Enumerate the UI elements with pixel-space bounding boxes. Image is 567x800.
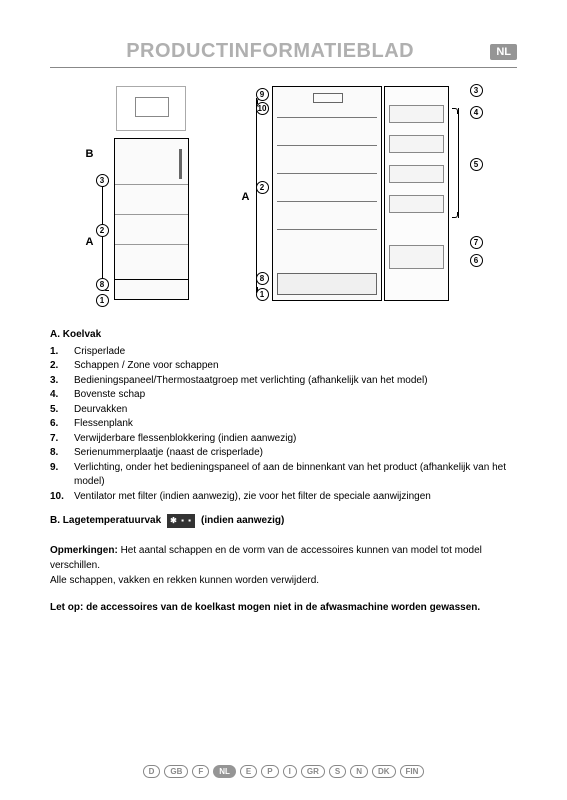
callout-4: 4: [470, 106, 483, 119]
notes-head: Opmerkingen:: [50, 545, 118, 556]
legend-item: 4. Bovenste schap: [50, 388, 517, 403]
callout-2: 2: [96, 224, 109, 237]
callout-letter-A: A: [86, 236, 94, 248]
legend-item-text: Ventilator met filter (indien aanwezig),…: [74, 490, 517, 505]
legend-item-number: 1.: [50, 345, 66, 360]
footer-languages: DGB F NL EPI GR SN DK FIN: [0, 765, 567, 778]
legend-item: 2. Schappen / Zone voor schappen: [50, 359, 517, 374]
footer-lang-gb: GB: [164, 765, 188, 778]
footer-lang-i: I: [283, 765, 297, 778]
notes-line2: Alle schappen, vakken en rekken kunnen w…: [50, 573, 517, 588]
legend-section-b: B. Lagetemperatuurvak ✱ ▪ ▪ (indien aanw…: [50, 514, 517, 529]
legend-item-number: 7.: [50, 432, 66, 447]
callout-7: 7: [470, 236, 483, 249]
legend-item: 8. Serienummerplaatje (naast de crisperla…: [50, 446, 517, 461]
footer-lang-dk: DK: [372, 765, 396, 778]
legend-item: 10. Ventilator met filter (indien aanwezi…: [50, 490, 517, 505]
notes: Opmerkingen: Het aantal schappen en de v…: [50, 543, 517, 588]
footer-lang-fin: FIN: [400, 765, 425, 778]
legend-item-text: Bovenste schap: [74, 388, 517, 403]
legend-item-text: Flessenplank: [74, 417, 517, 432]
callout-1: 1: [96, 294, 109, 307]
legend-item-text: Serienummerplaatje (naast de crisperlade…: [74, 446, 517, 461]
diagram-left: B A 3 2 8 1: [76, 86, 226, 306]
legend-item-number: 9.: [50, 461, 66, 490]
footer-lang-nl: NL: [213, 765, 236, 778]
footer-lang-d: D: [143, 765, 161, 778]
legend-item-number: 3.: [50, 374, 66, 389]
legend-item-text: Bedieningspaneel/Thermostaatgroep met ve…: [74, 374, 517, 389]
callout-3b: 3: [470, 84, 483, 97]
footer-lang-s: S: [329, 765, 346, 778]
footer-lang-f: F: [192, 765, 209, 778]
callout-6: 6: [470, 254, 483, 267]
legend-item-text: Verlichting, onder het bedieningspaneel …: [74, 461, 517, 490]
callout-9: 9: [256, 88, 269, 101]
legend-b-post: (indien aanwezig): [201, 514, 284, 529]
low-temp-icon: ✱ ▪ ▪: [167, 514, 195, 528]
diagram-area: B A 3 2 8 1 A 9 10 2 8 1 3: [50, 86, 517, 306]
fridge-door-sketch: [384, 86, 449, 301]
footer-lang-gr: GR: [301, 765, 325, 778]
legend-b-pre: B. Lagetemperatuurvak: [50, 514, 161, 529]
legend-item: 7. Verwijderbare flessenblokkering (indie…: [50, 432, 517, 447]
legend-item-number: 2.: [50, 359, 66, 374]
callout-8b: 8: [256, 272, 269, 285]
callout-8: 8: [96, 278, 109, 291]
callout-letter-B: B: [86, 148, 94, 160]
diagram-right: A 9 10 2 8 1 3 4 5 7 6: [242, 86, 492, 306]
legend-section-a: A. Koelvak: [50, 328, 517, 343]
fridge-open-sketch: [272, 86, 382, 301]
callout-2b: 2: [256, 181, 269, 194]
page-header: PRODUCTINFORMATIEBLAD NL: [50, 40, 517, 68]
legend: A. Koelvak 1. Crisperlade 2. Schappen / Zon…: [50, 328, 517, 529]
footer-lang-e: E: [240, 765, 257, 778]
footer-lang-p: P: [261, 765, 278, 778]
page-title: PRODUCTINFORMATIEBLAD: [50, 40, 490, 63]
callout-letter-A2: A: [242, 191, 250, 203]
legend-item-text: Deurvakken: [74, 403, 517, 418]
warning-text: Let op: de accessoires van de koelkast m…: [50, 600, 517, 615]
language-badge: NL: [490, 44, 517, 60]
control-panel-sketch: [116, 86, 186, 131]
callout-5: 5: [470, 158, 483, 171]
callout-10: 10: [256, 102, 269, 115]
legend-item-number: 8.: [50, 446, 66, 461]
callout-1b: 1: [256, 288, 269, 301]
legend-item-number: 5.: [50, 403, 66, 418]
callout-3: 3: [96, 174, 109, 187]
legend-item-text: Verwijderbare flessenblokkering (indien …: [74, 432, 517, 447]
legend-item-number: 10.: [50, 490, 66, 505]
legend-item-number: 4.: [50, 388, 66, 403]
legend-item-text: Crisperlade: [74, 345, 517, 360]
legend-item-text: Schappen / Zone voor schappen: [74, 359, 517, 374]
legend-item: 3. Bedieningspaneel/Thermostaatgroep met …: [50, 374, 517, 389]
footer-lang-n: N: [350, 765, 368, 778]
legend-item: 1. Crisperlade: [50, 345, 517, 360]
legend-item: 6. Flessenplank: [50, 417, 517, 432]
fridge-closed-sketch: [114, 138, 189, 300]
legend-item: 9. Verlichting, onder het bedieningspanee…: [50, 461, 517, 490]
legend-item: 5. Deurvakken: [50, 403, 517, 418]
legend-item-number: 6.: [50, 417, 66, 432]
